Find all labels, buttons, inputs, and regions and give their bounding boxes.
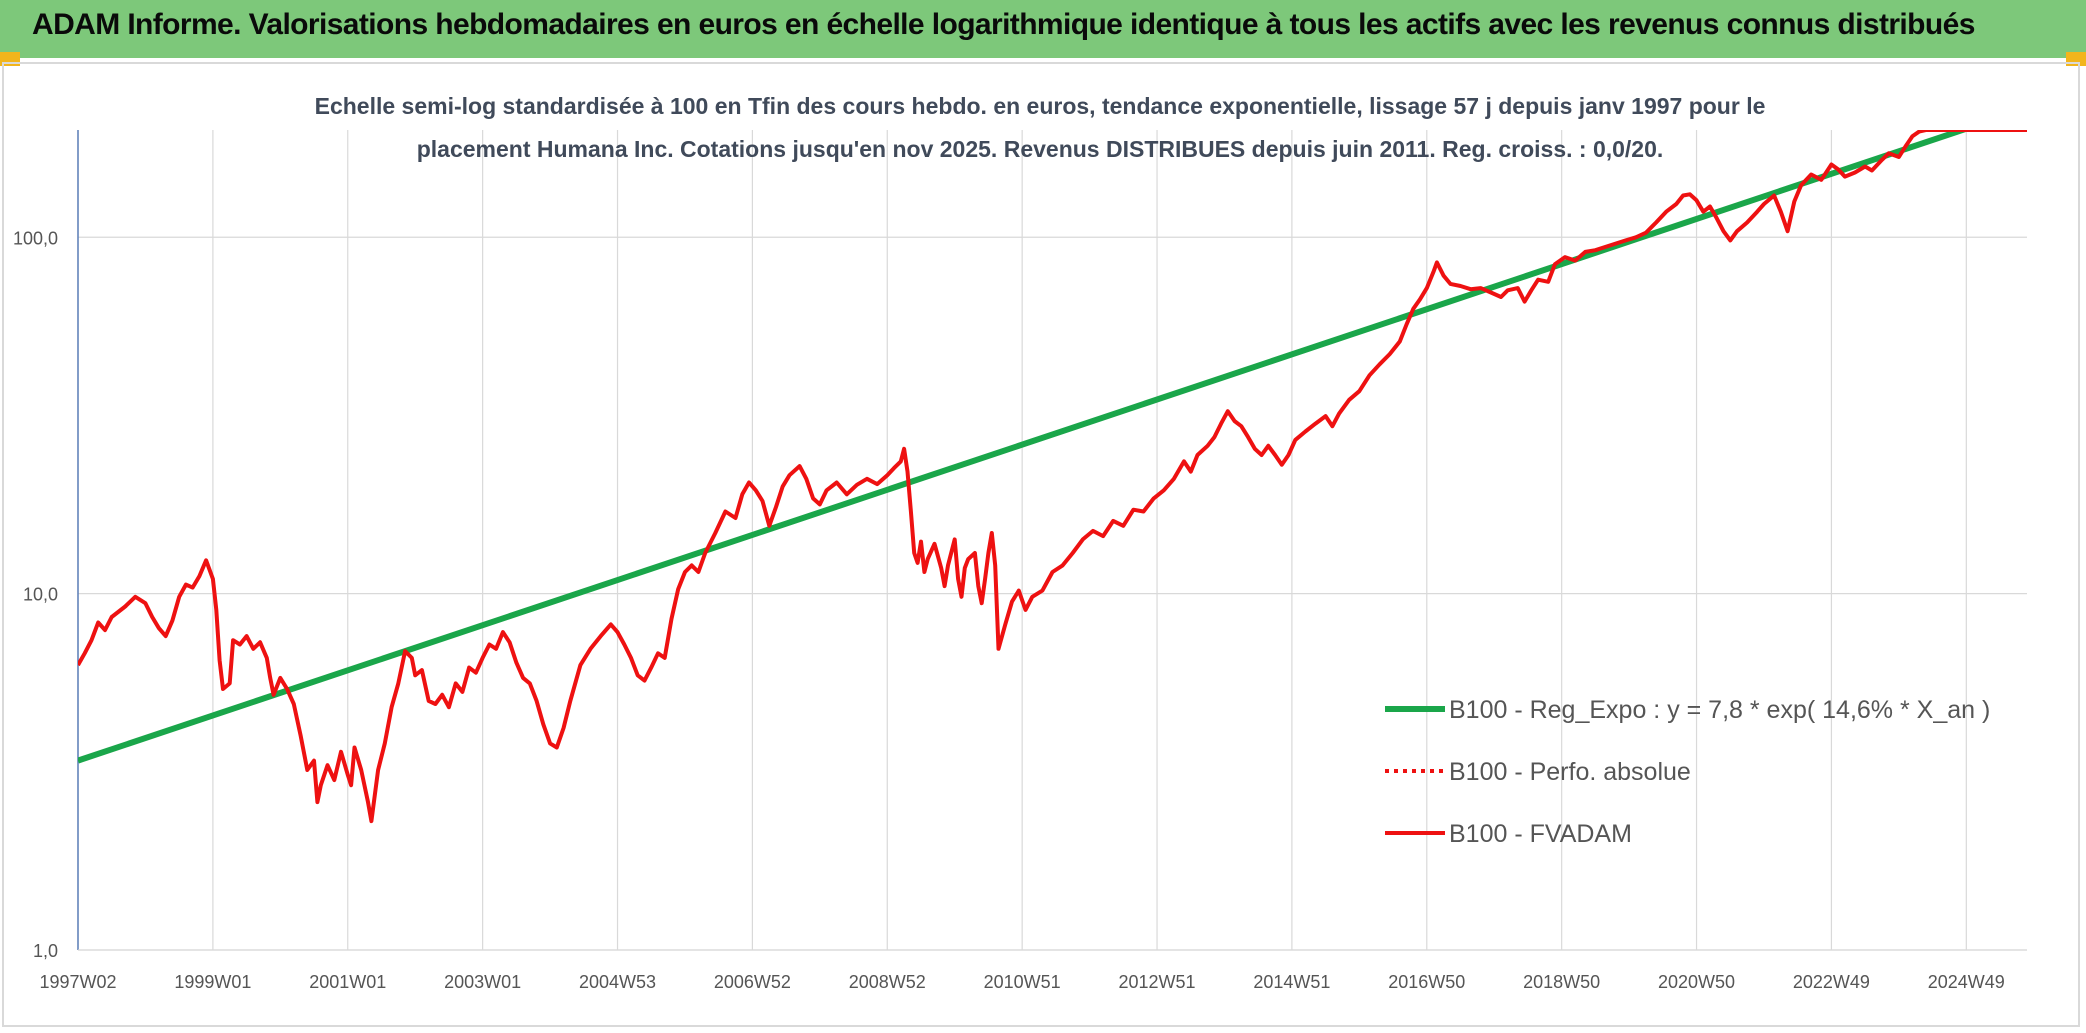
x-tick-label: 1997W02	[39, 972, 116, 992]
x-tick-label: 2008W52	[849, 972, 926, 992]
x-tick-label: 2004W53	[579, 972, 656, 992]
x-tick-label: 2018W50	[1523, 972, 1600, 992]
x-tick-label: 2003W01	[444, 972, 521, 992]
x-tick-label: 2016W50	[1388, 972, 1465, 992]
series-layer	[78, 130, 2027, 824]
legend: B100 - Reg_Expo : y = 7,8 * exp( 14,6% *…	[1385, 696, 1990, 848]
series-line-2	[78, 130, 2027, 824]
axis-layer: 1,0 10,0 100,0 1997W02 1999W01 2001W01 2003W01…	[13, 130, 2027, 992]
chart-title-line-1: Echelle semi-log standardisée à 100 en T…	[315, 93, 1766, 119]
x-tick-label: 2014W51	[1253, 972, 1330, 992]
series-line-0	[78, 130, 1972, 764]
x-tick-label: 2010W51	[984, 972, 1061, 992]
x-tick-label: 2022W49	[1793, 972, 1870, 992]
chart-frame	[2, 62, 2080, 1027]
x-tick-label: 2024W49	[1928, 972, 2005, 992]
legend-label-2: B100 - FVADAM	[1449, 820, 1632, 848]
report-title: ADAM Informe. Valorisations hebdomadaire…	[32, 8, 1975, 41]
x-tick-label: 2001W01	[309, 972, 386, 992]
x-tick-label: 1999W01	[174, 972, 251, 992]
x-tick-label: 2012W51	[1118, 972, 1195, 992]
x-tick-label: 2020W50	[1658, 972, 1735, 992]
legend-label-0: B100 - Reg_Expo : y = 7,8 * exp( 14,6% *…	[1449, 696, 1990, 724]
header-bar: ADAM Informe. Valorisations hebdomadaire…	[0, 0, 2086, 58]
y-tick-label: 100,0	[13, 228, 58, 248]
x-tick-label: 2006W52	[714, 972, 791, 992]
legend-label-1: B100 - Perfo. absolue	[1449, 758, 1691, 786]
chart-title-line-2: placement Humana Inc. Cotations jusqu'en…	[417, 136, 1664, 162]
y-tick-label: 10,0	[23, 585, 58, 605]
grid-layer	[77, 130, 2027, 951]
y-tick-label: 1,0	[33, 941, 58, 961]
